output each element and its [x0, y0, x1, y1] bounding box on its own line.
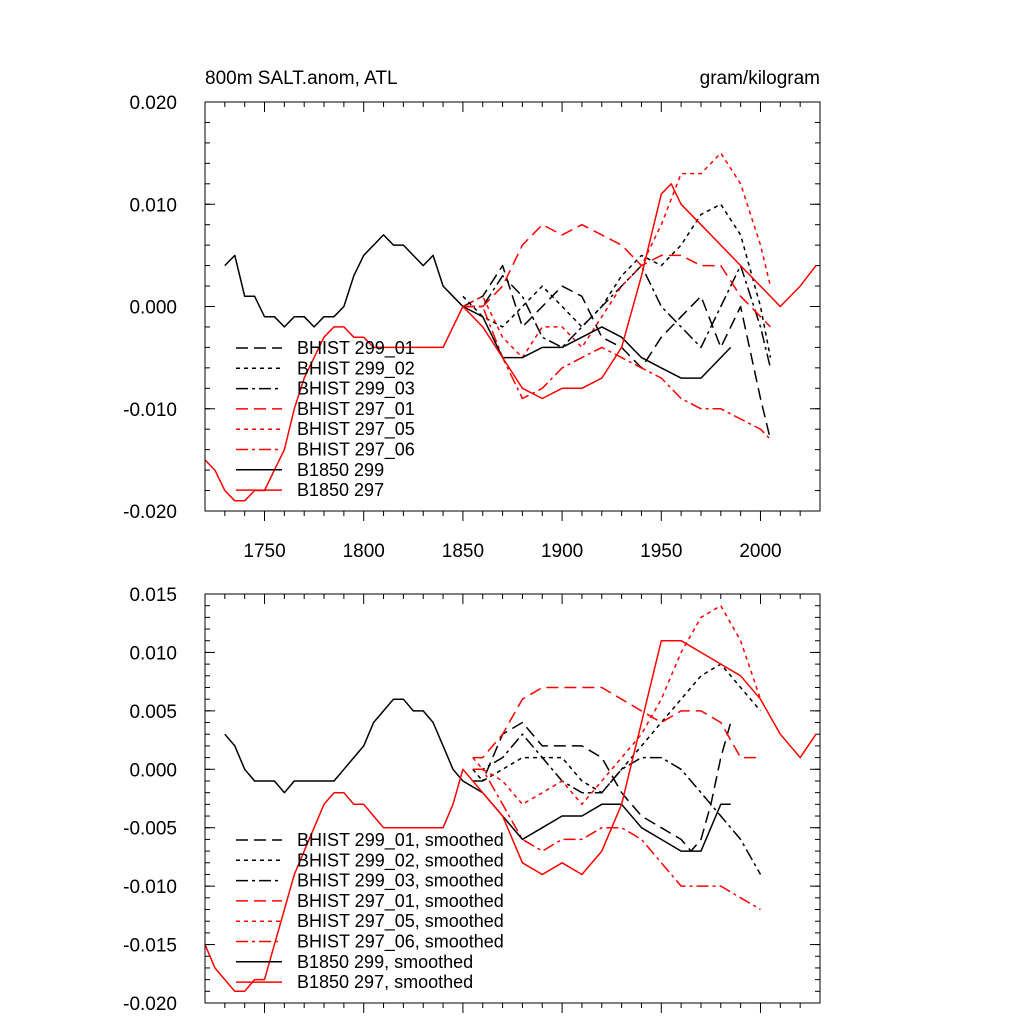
- top-ticks: -0.020 -0.010 0.000 0.010 0.020 1750 1800 1850 1…: [123, 93, 820, 562]
- top-xtick-label: 1950: [640, 541, 682, 562]
- bottom-plot-frame: [204, 593, 821, 1004]
- top-legend-label: BHIST 297_05: [297, 419, 415, 440]
- top-legend-label: BHIST 299_01: [297, 338, 415, 359]
- bottom-series-line-7: [224, 698, 731, 852]
- bottom-legend-label: BHIST 299_03, smoothed: [297, 871, 504, 892]
- top-legend-label: BHIST 297_06: [297, 440, 415, 461]
- bottom-ytick-label: -0.020: [123, 994, 177, 1015]
- bottom-legend-label: BHIST 299_02, smoothed: [297, 850, 504, 871]
- chart-title: 800m SALT.anom, ATL: [205, 68, 398, 89]
- bottom-legend-label: BHIST 297_05, smoothed: [297, 911, 504, 932]
- top-ytick-label: -0.020: [123, 502, 177, 523]
- bottom-ytick-label: 0.000: [129, 760, 177, 781]
- top-series-line-7: [224, 234, 732, 379]
- top-legend-label: BHIST 297_01: [297, 399, 415, 420]
- top-xtick-label: 2000: [739, 541, 781, 562]
- bottom-panel: -0.020 -0.015 -0.010 -0.005 0.000 0.005 0.010 0…: [123, 585, 821, 1015]
- top-legend-label: B1850 297: [297, 480, 384, 500]
- bottom-series-line-3: [472, 733, 762, 875]
- bottom-ytick-label: 0.005: [129, 702, 177, 723]
- top-panel: 800m SALT.anom, ATL gram/kilogram -0.020…: [123, 68, 821, 562]
- top-ytick-label: 0.020: [129, 93, 177, 114]
- bottom-ytick-label: -0.010: [123, 877, 177, 898]
- bottom-ticks: -0.020 -0.015 -0.010 -0.005 0.000 0.005 0.010 0…: [123, 585, 820, 1015]
- top-ytick-label: 0.010: [129, 195, 177, 216]
- bottom-ytick-label: -0.005: [123, 819, 177, 840]
- top-legend-label: BHIST 299_03: [297, 379, 415, 400]
- top-ytick-label: -0.010: [123, 400, 177, 421]
- top-xtick-label: 1850: [442, 541, 484, 562]
- bottom-series: [204, 604, 817, 993]
- bottom-legend-label: B1850 299, smoothed: [297, 952, 473, 972]
- top-series-line-2: [462, 203, 772, 358]
- top-xtick-label: 1750: [243, 541, 285, 562]
- bottom-series-line-2: [472, 663, 762, 794]
- top-series-line-5: [462, 152, 772, 359]
- top-ytick-label: 0.000: [129, 298, 177, 319]
- top-series-line-4: [462, 223, 771, 328]
- top-legend-label: B1850 299: [297, 460, 384, 480]
- top-series-line-8: [204, 183, 817, 502]
- bottom-series-line-8: [204, 639, 817, 993]
- bottom-legend-label: B1850 297, smoothed: [297, 972, 473, 992]
- bottom-legend-label: BHIST 297_06, smoothed: [297, 932, 504, 953]
- bottom-series-line-4: [472, 686, 761, 759]
- top-xtick-label: 1900: [541, 541, 583, 562]
- top-series-line-6: [462, 305, 771, 440]
- bottom-series-line-6: [472, 768, 761, 911]
- top-legend-label: BHIST 299_02: [297, 358, 415, 379]
- bottom-ytick-label: 0.010: [129, 643, 177, 664]
- top-plot-frame: [204, 101, 821, 512]
- top-series-line-3: [462, 264, 772, 369]
- units-label: gram/kilogram: [700, 68, 820, 89]
- bottom-legend-label: BHIST 299_01, smoothed: [297, 830, 504, 851]
- top-xtick-label: 1800: [343, 541, 385, 562]
- bottom-legend-label: BHIST 297_01, smoothed: [297, 891, 504, 912]
- bottom-ytick-label: 0.015: [129, 585, 177, 606]
- bottom-series-line-1: [472, 721, 732, 852]
- top-series: [204, 152, 817, 502]
- bottom-ytick-label: -0.015: [123, 936, 177, 957]
